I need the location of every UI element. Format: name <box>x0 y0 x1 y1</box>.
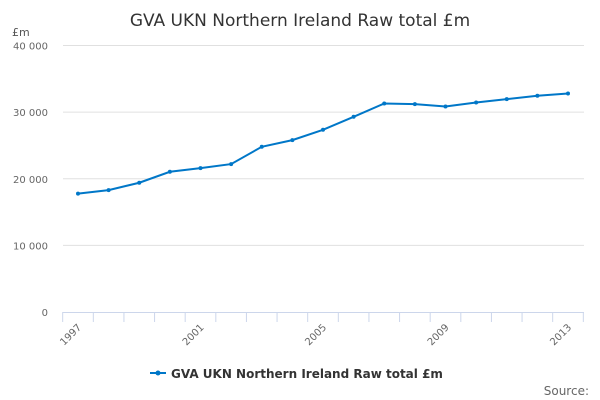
source-label: Source: <box>544 384 589 398</box>
chart-title: GVA UKN Northern Ireland Raw total £m <box>130 11 470 31</box>
legend-label[interactable]: GVA UKN Northern Ireland Raw total £m <box>171 367 443 381</box>
data-point[interactable] <box>290 138 295 143</box>
data-point[interactable] <box>259 144 264 149</box>
data-point[interactable] <box>443 104 448 109</box>
data-point[interactable] <box>535 93 540 98</box>
y-axis-label: £m <box>12 26 30 39</box>
data-point[interactable] <box>198 166 203 171</box>
legend[interactable]: GVA UKN Northern Ireland Raw total £m <box>150 367 443 381</box>
data-point[interactable] <box>137 180 142 185</box>
y-tick-label: 30 000 <box>13 108 48 119</box>
data-point[interactable] <box>382 101 387 106</box>
data-point[interactable] <box>504 97 509 102</box>
data-point[interactable] <box>474 100 479 105</box>
data-point[interactable] <box>229 162 234 167</box>
x-tick-label: 2005 <box>303 322 329 348</box>
data-point[interactable] <box>412 102 417 107</box>
x-tick-label: 2001 <box>181 322 207 348</box>
data-point[interactable] <box>106 188 111 193</box>
y-tick-label: 10 000 <box>13 241 48 252</box>
y-tick-label: 0 <box>42 308 48 319</box>
y-tick-label: 40 000 <box>13 42 48 53</box>
y-tick-label: 20 000 <box>13 175 48 186</box>
data-point[interactable] <box>76 191 80 196</box>
data-point[interactable] <box>351 114 356 119</box>
legend-marker-icon <box>155 370 161 376</box>
data-point[interactable] <box>566 91 570 96</box>
data-point[interactable] <box>167 169 172 174</box>
x-tick-label: 1997 <box>58 322 84 348</box>
x-tick-label: 2013 <box>548 322 574 348</box>
data-point[interactable] <box>321 127 325 132</box>
x-tick-label: 2009 <box>426 322 452 348</box>
